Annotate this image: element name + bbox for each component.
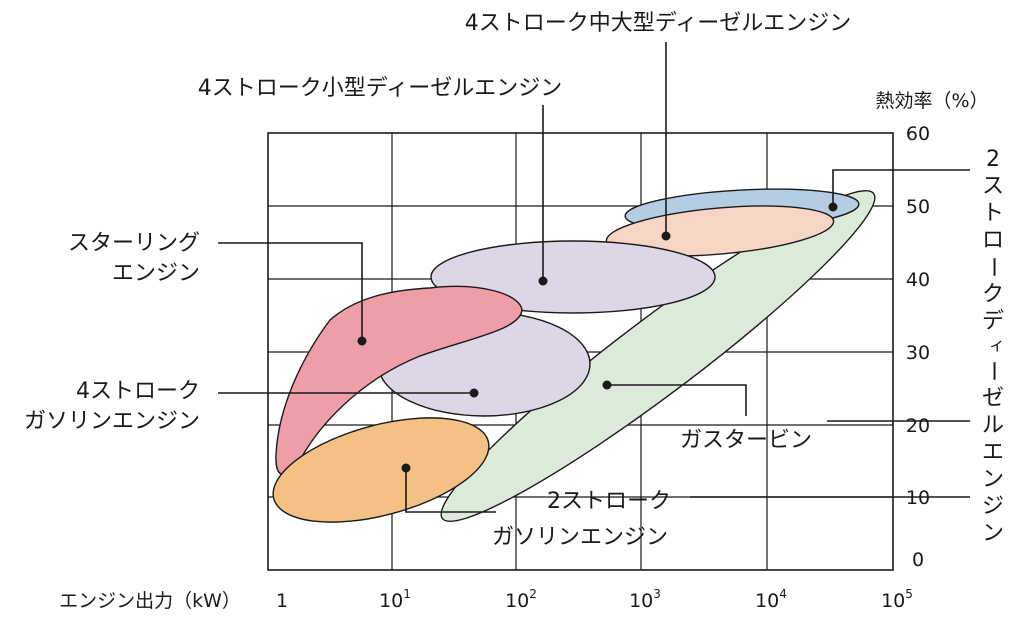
x-tick-base: 10	[881, 590, 905, 612]
x-axis: エンジン出力（kW） 1 101 102 103 104 105	[59, 587, 913, 612]
y-tick-label: 20	[906, 415, 930, 437]
leader-two-stroke-diesel	[832, 169, 970, 207]
label-two-stroke-diesel-char: ー	[980, 256, 1005, 278]
label-four-stroke-large-diesel: 4ストローク中大型ディーゼルエンジン	[465, 11, 851, 36]
marker-four-stroke-gasoline	[469, 388, 479, 398]
x-tick-label: 101	[379, 587, 411, 612]
x-tick-exponent: 3	[653, 587, 661, 601]
marker-stirling	[357, 336, 367, 346]
regions	[272, 188, 876, 523]
marker-four-stroke-small-diesel	[538, 276, 548, 286]
x-tick-exponent: 1	[403, 587, 411, 601]
y-tick-label: 50	[906, 196, 930, 218]
region-labels: 4ストローク中大型ディーゼルエンジン 4ストローク小型ディーゼルエンジン スター…	[24, 11, 1005, 550]
label-two-stroke-diesel-char: ジ	[982, 494, 1004, 519]
x-tick-base: 10	[379, 590, 403, 612]
leader-two-stroke-gasoline	[405, 468, 496, 513]
x-tick-label: 103	[629, 587, 661, 612]
leader-gas-turbine-upper	[607, 384, 747, 416]
label-stirling-line1: スターリング	[68, 231, 200, 256]
x-tick-label: 105	[881, 587, 913, 612]
label-two-stroke-diesel-char: ン	[982, 521, 1004, 546]
label-two-stroke-diesel-char: デ	[982, 309, 1004, 334]
label-two-stroke-diesel-char: ゼ	[982, 386, 1004, 411]
y-axis-label: 熱効率（%）	[875, 90, 988, 112]
label-two-stroke-gasoline-line1: 2ストローク	[547, 489, 671, 514]
label-gas-turbine: ガスタービン	[680, 428, 812, 453]
x-tick-base: 10	[755, 590, 779, 612]
x-tick-base: 10	[505, 590, 529, 612]
x-tick-exponent: 2	[529, 587, 537, 601]
x-tick-base: 1	[276, 590, 288, 612]
x-tick-label: 102	[505, 587, 537, 612]
label-two-stroke-diesel-char: ー	[980, 360, 1005, 382]
x-tick-label: 1	[276, 590, 288, 612]
label-stirling-line2: エンジン	[112, 261, 200, 286]
label-four-stroke-small-diesel: 4ストローク小型ディーゼルエンジン	[198, 76, 562, 101]
label-two-stroke-diesel-char: ル	[982, 413, 1004, 438]
y-tick-label: 30	[906, 342, 930, 364]
label-two-stroke-gasoline-line2: ガソリンエンジン	[492, 525, 668, 550]
label-two-stroke-diesel-char: エ	[982, 440, 1004, 465]
y-axis: 熱効率（%） 60 50 40 30 20 10 0	[875, 90, 988, 571]
y-tick-label: 40	[906, 269, 930, 291]
label-two-stroke-diesel-char: ス	[982, 174, 1004, 199]
x-tick-base: 10	[629, 590, 653, 612]
label-two-stroke-diesel: 2 ス ト ロ ー ク デ ィ ー ゼ ル エ ン ジ ン	[980, 147, 1005, 546]
leader-stirling	[218, 242, 363, 341]
x-tick-label: 104	[755, 587, 787, 612]
region-stirling	[275, 285, 523, 476]
y-tick-label: 60	[906, 123, 930, 145]
label-four-stroke-gasoline-line2: ガソリンエンジン	[24, 409, 200, 434]
label-two-stroke-diesel-char: ロ	[982, 228, 1004, 253]
y-tick-label: 10	[906, 487, 930, 509]
region-four-stroke-large-diesel	[605, 205, 835, 257]
x-axis-label: エンジン出力（kW）	[59, 590, 241, 612]
marker-four-stroke-large-diesel	[661, 231, 671, 241]
region-two-stroke-gasoline	[272, 417, 490, 523]
label-four-stroke-gasoline-line1: 4ストローク	[76, 379, 200, 404]
label-two-stroke-diesel-char: ン	[982, 467, 1004, 492]
label-two-stroke-diesel-char: 2	[986, 147, 1000, 172]
plot-frame	[267, 132, 894, 571]
label-two-stroke-diesel-char: ィ	[989, 335, 1005, 354]
x-tick-exponent: 5	[905, 587, 913, 601]
label-two-stroke-diesel-char: ト	[982, 201, 1004, 226]
marker-two-stroke-gasoline	[401, 463, 411, 473]
label-two-stroke-diesel-char: ク	[982, 282, 1004, 307]
region-markers	[357, 202, 838, 473]
y-tick-label: 0	[912, 549, 924, 571]
marker-two-stroke-diesel	[828, 202, 838, 212]
leader-lines	[218, 42, 970, 513]
x-tick-exponent: 4	[779, 587, 787, 601]
region-gas-turbine	[440, 190, 876, 522]
marker-gas-turbine	[602, 380, 612, 390]
